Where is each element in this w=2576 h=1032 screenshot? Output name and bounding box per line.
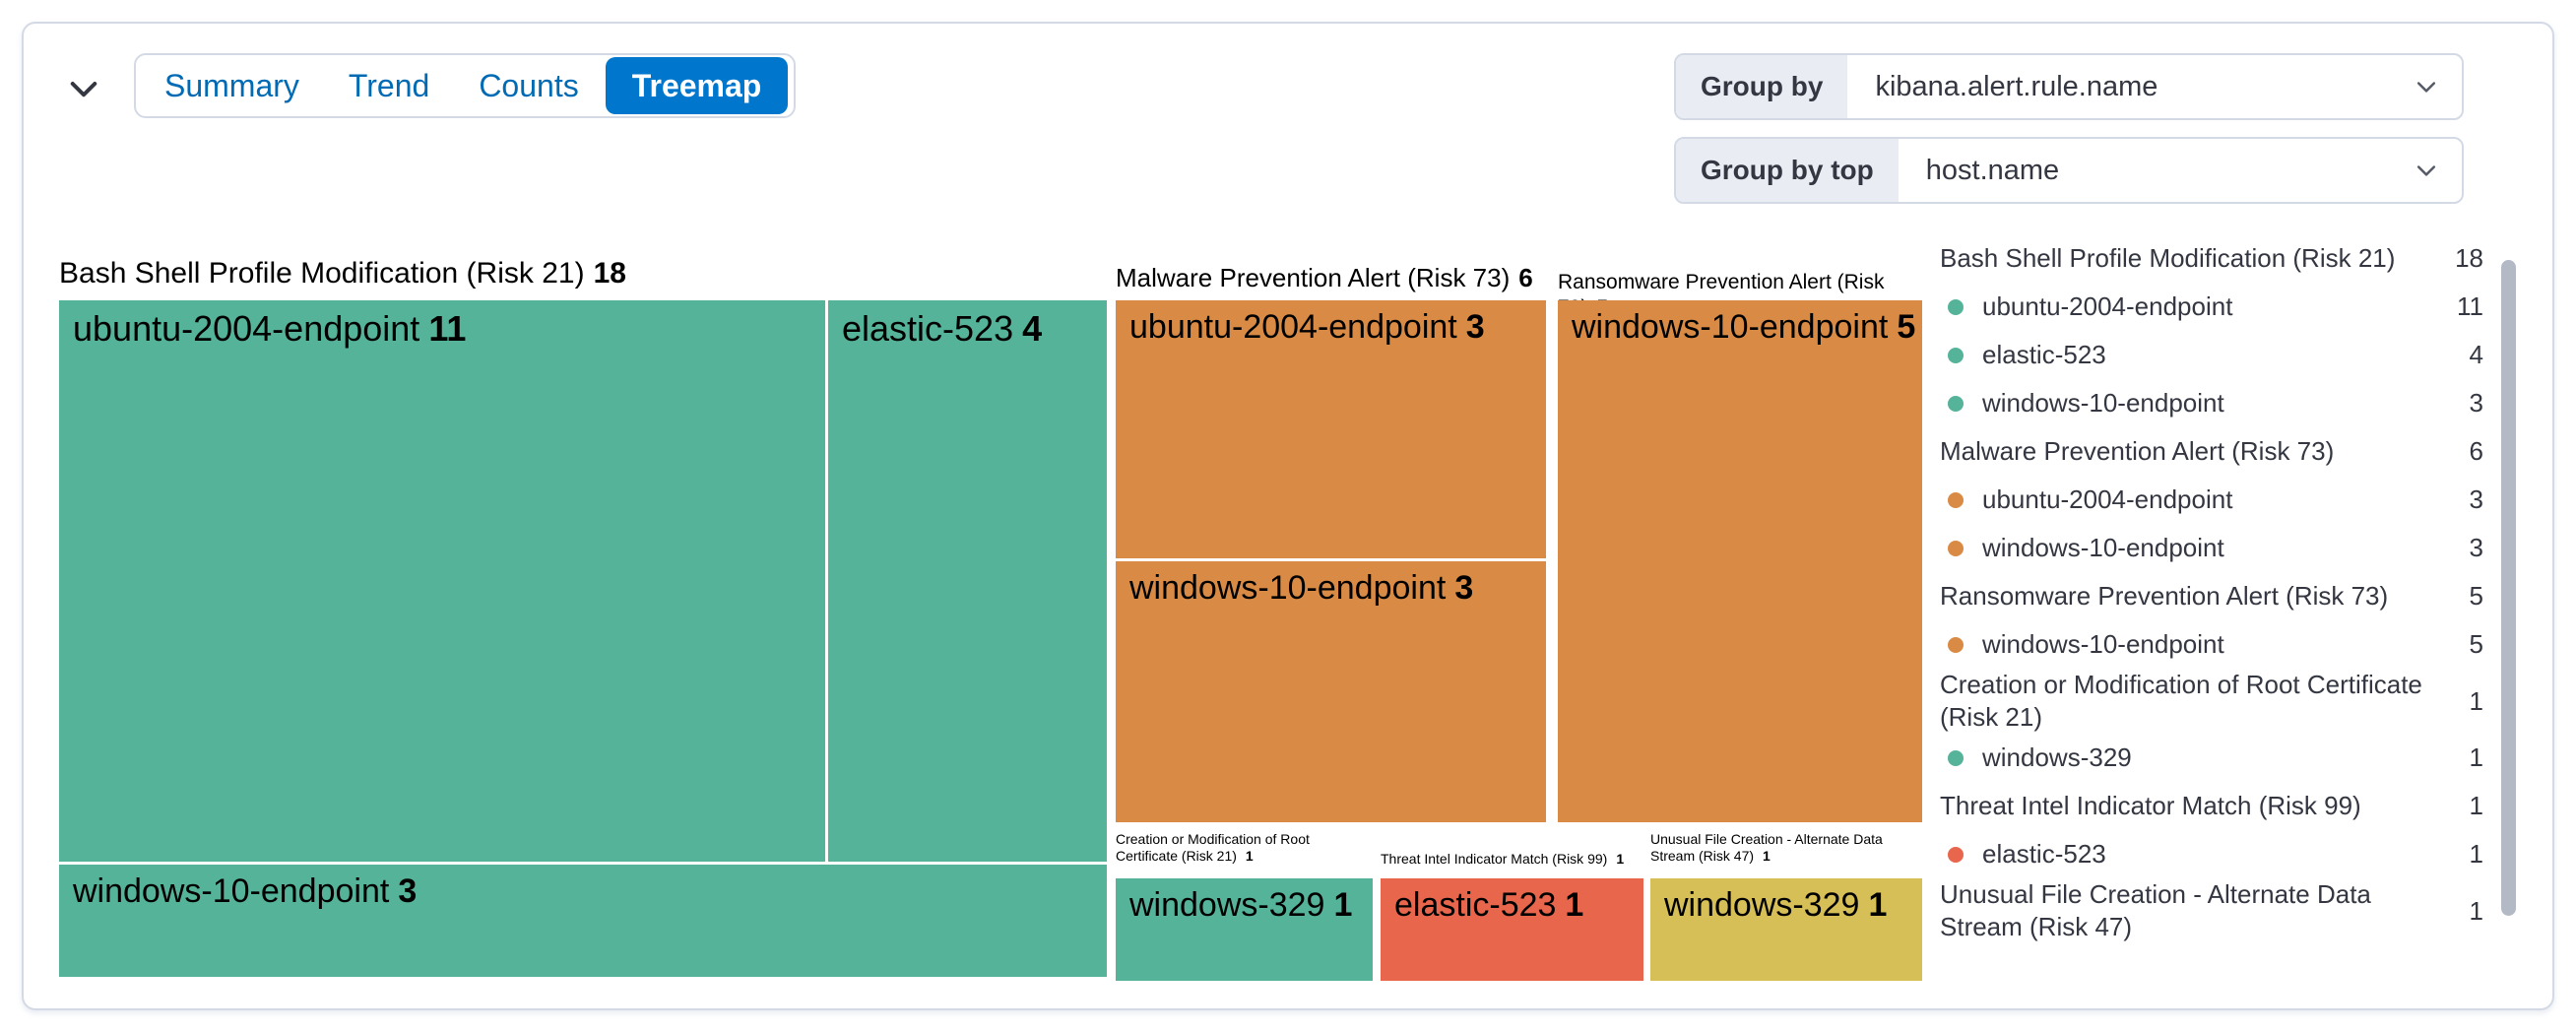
legend-host-item[interactable]: windows-10-endpoint 5 — [1940, 620, 2483, 669]
tab-summary[interactable]: Summary — [140, 57, 324, 114]
treemap-cell[interactable]: windows-329 1 — [1116, 878, 1373, 981]
legend-rule-item[interactable]: Malware Prevention Alert (Risk 73) 6 — [1940, 436, 2483, 466]
legend-host-item[interactable]: elastic-523 4 — [1940, 331, 2483, 379]
alerts-treemap-panel: Summary Trend Counts Treemap Group by ki… — [22, 22, 2554, 1010]
legend-dot — [1948, 395, 1964, 412]
legend-dot — [1948, 540, 1964, 556]
legend-dot — [1948, 749, 1964, 766]
group-by-top-select[interactable]: Group by top host.name — [1674, 137, 2464, 204]
group-by-top-value: host.name — [1925, 154, 2060, 186]
legend-rule-item[interactable]: Ransomware Prevention Alert (Risk 73) 5 — [1940, 581, 2483, 611]
chart-view-tab-group: Summary Trend Counts Treemap — [134, 53, 797, 118]
tab-trend[interactable]: Trend — [324, 57, 454, 114]
treemap-group-label: Creation or Modification of Root Certifi… — [1116, 831, 1310, 865]
tab-treemap[interactable]: Treemap — [605, 57, 789, 114]
treemap-cell[interactable]: windows-10-endpoint 5 — [1558, 300, 1922, 822]
chevron-down-icon — [64, 81, 103, 111]
legend-host-item[interactable]: elastic-523 1 — [1940, 830, 2483, 878]
treemap-cell[interactable]: windows-329 1 — [1650, 878, 1922, 981]
treemap-cell[interactable]: ubuntu-2004-endpoint 3 — [1116, 300, 1546, 558]
treemap-cell[interactable]: ubuntu-2004-endpoint 11 — [59, 300, 825, 862]
group-by-value: kibana.alert.rule.name — [1875, 70, 2158, 102]
legend-rule-item[interactable]: Creation or Modification of Root Certifi… — [1940, 670, 2483, 732]
treemap-group-label: Threat Intel Indicator Match (Risk 99) 1 — [1381, 851, 1625, 867]
legend-dot — [1948, 491, 1964, 508]
chevron-down-icon — [2413, 55, 2462, 118]
legend-rule-item[interactable]: Threat Intel Indicator Match (Risk 99) 1 — [1940, 791, 2483, 820]
legend-host-item[interactable]: windows-10-endpoint 3 — [1940, 379, 2483, 427]
alerts-treemap: Bash Shell Profile Modification (Risk 21… — [59, 256, 1924, 993]
legend-rule-item[interactable]: Unusual File Creation - Alternate Data S… — [1940, 879, 2483, 941]
legend-dot — [1948, 298, 1964, 315]
legend-host-item[interactable]: ubuntu-2004-endpoint 3 — [1940, 476, 2483, 524]
group-by-label: Group by — [1676, 55, 1848, 118]
treemap-group-label: Bash Shell Profile Modification (Risk 21… — [59, 257, 626, 290]
legend-rule-item[interactable]: Bash Shell Profile Modification (Risk 21… — [1940, 243, 2483, 273]
legend-host-item[interactable]: ubuntu-2004-endpoint 11 — [1940, 283, 2483, 331]
group-by-top-label: Group by top — [1676, 139, 1899, 202]
legend-host-item[interactable]: windows-10-endpoint 3 — [1940, 524, 2483, 572]
legend-dot — [1948, 636, 1964, 653]
group-by-select[interactable]: Group by kibana.alert.rule.name — [1674, 53, 2464, 120]
collapse-panel-button[interactable] — [61, 67, 106, 112]
chevron-down-icon — [2413, 139, 2462, 202]
legend-dot — [1948, 347, 1964, 363]
treemap-cell[interactable]: windows-10-endpoint 3 — [59, 865, 1107, 977]
treemap-group-label: Malware Prevention Alert (Risk 73) 6 — [1116, 263, 1533, 292]
treemap-cell[interactable]: elastic-523 1 — [1381, 878, 1643, 981]
legend-host-item[interactable]: windows-329 1 — [1940, 734, 2483, 782]
legend-scrollbar[interactable] — [2501, 260, 2516, 916]
tab-counts[interactable]: Counts — [454, 57, 603, 114]
treemap-legend: Bash Shell Profile Modification (Risk 21… — [1940, 234, 2483, 943]
legend-dot — [1948, 846, 1964, 863]
treemap-cell[interactable]: elastic-523 4 — [828, 300, 1107, 862]
treemap-group-label: Unusual File Creation - Alternate Data S… — [1650, 831, 1883, 865]
treemap-cell[interactable]: windows-10-endpoint 3 — [1116, 561, 1546, 822]
